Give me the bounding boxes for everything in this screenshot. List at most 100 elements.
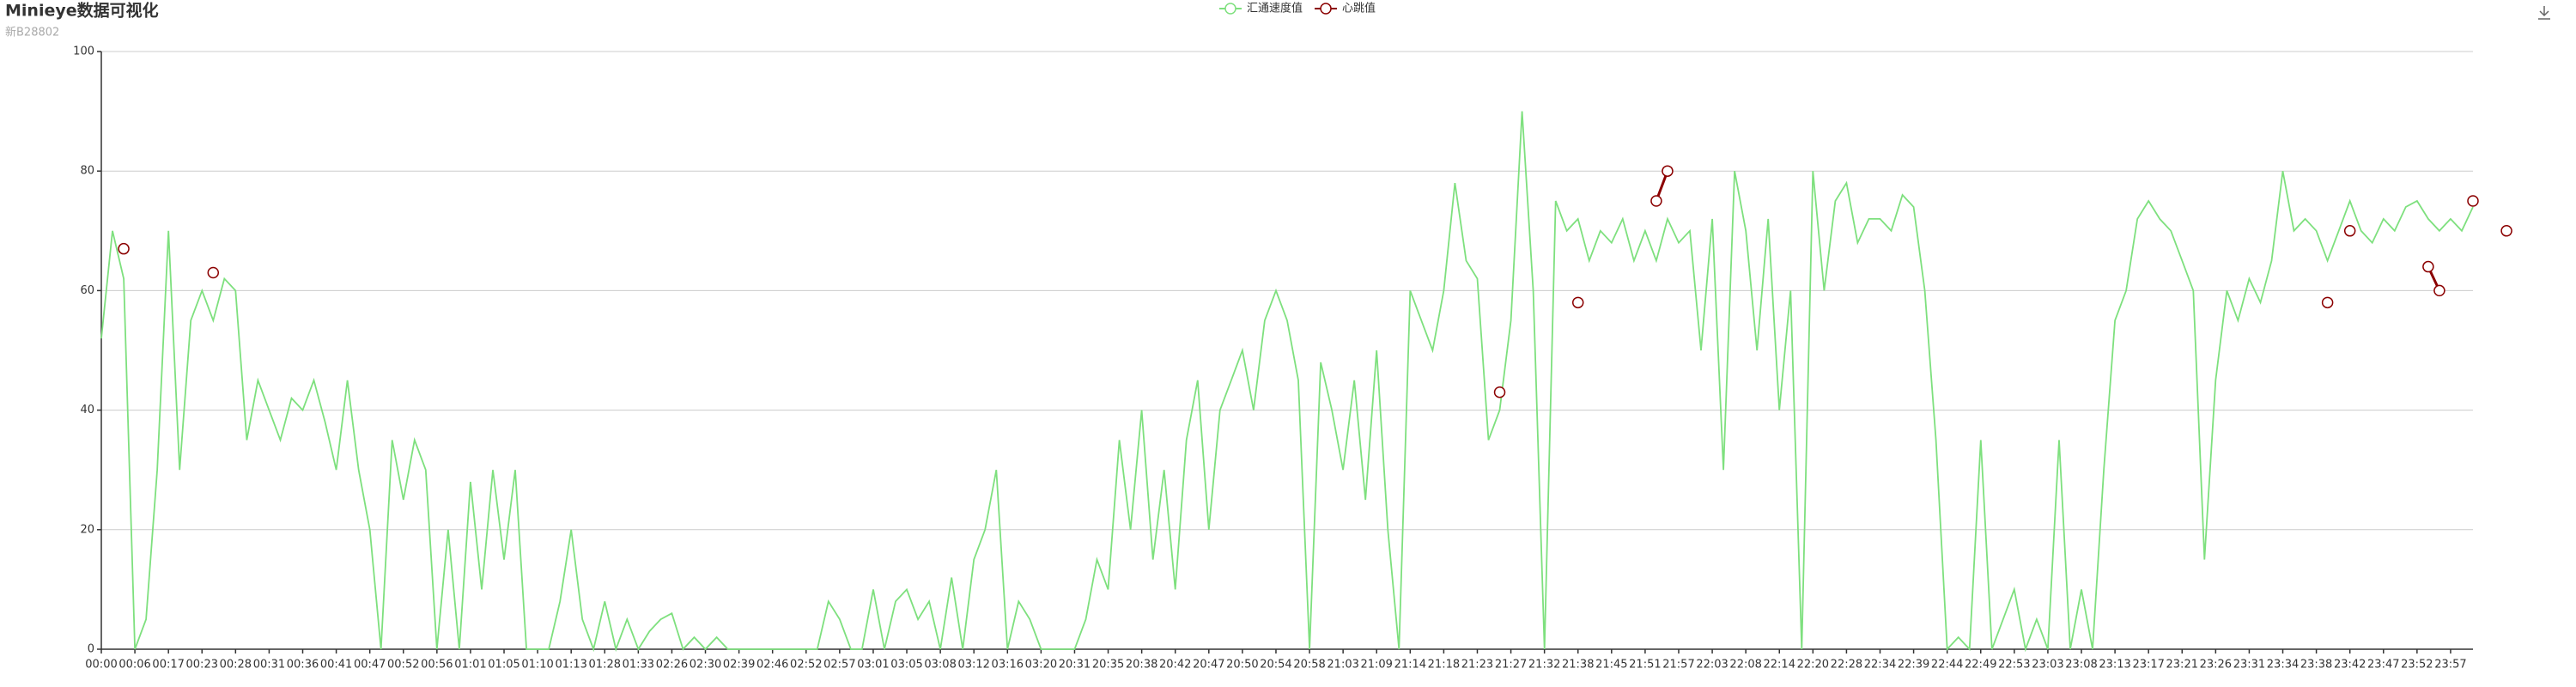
x-tick-label: 20:54 — [1260, 659, 1291, 672]
x-tick-label: 20:58 — [1293, 659, 1325, 672]
x-tick-label: 22:49 — [1965, 659, 1996, 672]
x-tick-label: 21:03 — [1327, 659, 1358, 672]
x-tick-label: 21:32 — [1528, 659, 1560, 672]
download-glyph — [2538, 6, 2550, 20]
x-tick-label: 01:13 — [555, 659, 586, 672]
x-tick-label: 03:12 — [957, 659, 989, 672]
x-tick-label: 23:34 — [2267, 659, 2299, 672]
x-tick-label: 20:31 — [1059, 659, 1091, 672]
x-tick-label: 02:26 — [656, 659, 688, 672]
x-tick-label: 23:26 — [2200, 659, 2232, 672]
x-tick-label: 02:39 — [723, 659, 755, 672]
x-tick-label: 23:31 — [2233, 659, 2265, 672]
x-tick-label: 22:28 — [1831, 659, 1862, 672]
x-tick-label: 03:01 — [857, 659, 889, 672]
x-tick-label: 00:41 — [320, 659, 352, 672]
y-tick-label: 20 — [80, 523, 94, 536]
x-tick-label: 20:50 — [1226, 659, 1258, 672]
x-tick-label: 23:21 — [2166, 659, 2198, 672]
series-point — [118, 242, 130, 255]
x-tick-label: 23:52 — [2401, 659, 2433, 672]
series-line — [100, 111, 2474, 653]
x-tick-label: 21:57 — [1662, 659, 1694, 672]
x-tick-label: 22:14 — [1764, 659, 1795, 672]
x-tick-label: 20:38 — [1126, 659, 1157, 672]
x-tick-label: 00:00 — [85, 659, 117, 672]
y-tick-label: 80 — [80, 165, 94, 178]
x-tick-label: 20:42 — [1159, 659, 1191, 672]
series-point — [2343, 225, 2356, 237]
series-point — [2422, 260, 2434, 273]
x-tick-label: 00:36 — [287, 659, 319, 672]
x-tick-label: 03:05 — [890, 659, 922, 672]
legend-symbol — [1224, 3, 1236, 15]
x-tick-label: 21:51 — [1629, 659, 1661, 672]
series-point — [1493, 386, 1506, 398]
x-tick-label: 01:05 — [488, 659, 519, 672]
x-tick-label: 23:38 — [2300, 659, 2332, 672]
y-tick-label: 100 — [73, 46, 94, 58]
x-tick-label: 23:17 — [2132, 659, 2164, 672]
series-point — [1650, 195, 1662, 207]
chart-title: Minieye数据可视化 — [5, 1, 159, 21]
series-point — [2321, 296, 2334, 309]
chart-subtitle: 新B28802 — [5, 26, 59, 40]
x-tick-label: 22:44 — [1931, 659, 1963, 672]
x-tick-label: 23:57 — [2434, 659, 2466, 672]
x-tick-label: 22:20 — [1797, 659, 1829, 672]
x-tick-label: 00:47 — [354, 659, 386, 672]
download-icon[interactable] — [2538, 6, 2550, 20]
series-point — [207, 266, 220, 279]
series-point — [2467, 195, 2479, 207]
x-tick-label: 00:28 — [220, 659, 252, 672]
series-point — [2500, 225, 2512, 237]
x-tick-label: 21:27 — [1495, 659, 1527, 672]
x-tick-label: 23:42 — [2334, 659, 2366, 672]
x-tick-label: 01:01 — [454, 659, 486, 672]
x-tick-label: 20:35 — [1092, 659, 1124, 672]
x-tick-label: 20:47 — [1193, 659, 1224, 672]
series-point — [1571, 296, 1584, 309]
x-tick-label: 23:08 — [2065, 659, 2097, 672]
x-tick-label: 22:03 — [1696, 659, 1728, 672]
x-tick-label: 03:16 — [992, 659, 1024, 672]
legend-symbol — [1320, 3, 1332, 15]
x-tick-label: 03:08 — [924, 659, 956, 672]
x-tick-label: 21:18 — [1428, 659, 1460, 672]
x-tick-label: 03:20 — [1025, 659, 1057, 672]
x-tick-label: 22:08 — [1729, 659, 1761, 672]
x-tick-label: 02:46 — [756, 659, 788, 672]
x-tick-label: 00:52 — [387, 659, 419, 672]
legend-label: 汇通速度值 — [1247, 2, 1303, 15]
x-tick-label: 02:52 — [790, 659, 822, 672]
x-tick-label: 02:30 — [690, 659, 721, 672]
legend-item: 心跳值 — [1315, 2, 1376, 15]
x-tick-label: 01:28 — [589, 659, 621, 672]
x-tick-label: 02:57 — [823, 659, 855, 672]
y-tick-label: 0 — [88, 643, 94, 656]
x-tick-label: 01:33 — [623, 659, 654, 672]
series-point — [2433, 284, 2445, 297]
x-tick-label: 21:09 — [1360, 659, 1392, 672]
x-tick-label: 00:17 — [152, 659, 184, 672]
x-tick-label: 21:38 — [1562, 659, 1594, 672]
y-tick-label: 60 — [80, 284, 94, 297]
x-tick-label: 00:56 — [421, 659, 453, 672]
x-tick-label: 21:45 — [1595, 659, 1627, 672]
x-tick-label: 00:06 — [118, 659, 150, 672]
legend-label: 心跳值 — [1342, 2, 1376, 15]
x-tick-label: 21:23 — [1461, 659, 1493, 672]
x-tick-label: 22:53 — [1998, 659, 2030, 672]
x-tick-label: 21:14 — [1394, 659, 1426, 672]
x-tick-label: 00:23 — [186, 659, 218, 672]
series-point — [1662, 165, 1674, 177]
x-tick-label: 23:47 — [2367, 659, 2399, 672]
legend-item: 汇通速度值 — [1219, 2, 1303, 15]
x-tick-label: 22:39 — [1898, 659, 1929, 672]
x-tick-label: 23:03 — [2032, 659, 2063, 672]
x-tick-label: 22:34 — [1864, 659, 1896, 672]
x-tick-label: 00:31 — [253, 659, 285, 672]
x-tick-label: 01:10 — [521, 659, 553, 672]
series-line — [1656, 171, 2506, 290]
